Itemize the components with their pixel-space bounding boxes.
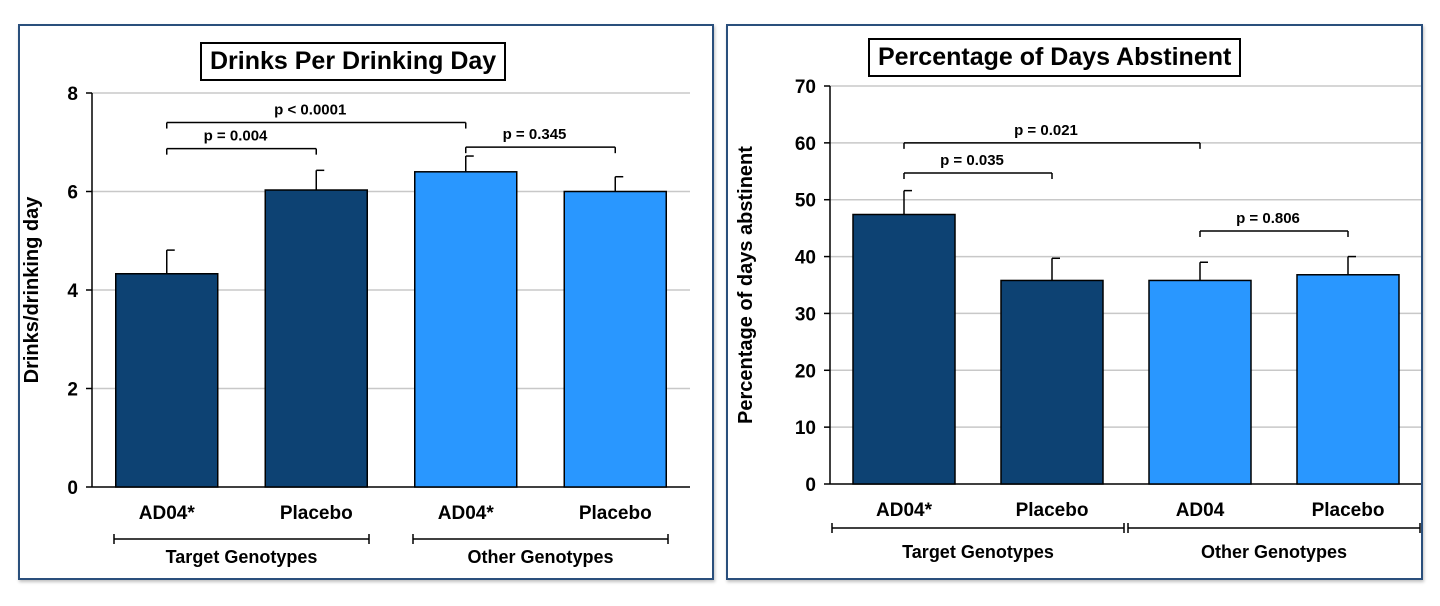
x-category-label: Placebo bbox=[579, 503, 652, 524]
group-label: Other Genotypes bbox=[1201, 542, 1347, 562]
bar-1 bbox=[115, 272, 219, 488]
p-value-label: p = 0.806 bbox=[1236, 210, 1300, 227]
x-category-label: AD04* bbox=[876, 500, 933, 521]
p-value-label: p = 0.035 bbox=[940, 152, 1004, 169]
p-value-label: p = 0.021 bbox=[1014, 122, 1078, 139]
bar-4 bbox=[563, 190, 667, 488]
bar-3 bbox=[414, 171, 518, 488]
abstinent-chart-title: Percentage of Days Abstinent bbox=[868, 38, 1242, 77]
x-category-label: AD04* bbox=[139, 503, 196, 524]
bar-1 bbox=[852, 213, 956, 485]
drinks-per-day-chart-panel: Drinks Per Drinking Day 0 2 4 6 8 Drinks/drin… bbox=[18, 24, 714, 580]
x-category-label: Placebo bbox=[1312, 500, 1385, 521]
group-label: Target Genotypes bbox=[902, 542, 1054, 562]
y-tick-label: 2 bbox=[67, 380, 78, 401]
drinks-per-day-chart: 0 2 4 6 8 Drinks/drinking day AD04* Placebo AD04… bbox=[21, 84, 690, 567]
y-tick-label: 8 bbox=[67, 84, 78, 105]
y-tick-label: 10 bbox=[795, 418, 816, 439]
group-label: Target Genotypes bbox=[166, 547, 318, 567]
y-tick-label: 0 bbox=[67, 478, 78, 499]
y-tick-label: 70 bbox=[795, 77, 816, 98]
x-category-label: Placebo bbox=[280, 503, 353, 524]
y-tick-label: 30 bbox=[795, 304, 816, 325]
y-tick-label: 50 bbox=[795, 191, 816, 212]
y-axis-label: Percentage of days abstinent bbox=[735, 146, 757, 424]
bar-2 bbox=[264, 189, 368, 488]
group-label: Other Genotypes bbox=[467, 547, 613, 567]
x-category-label: Placebo bbox=[1016, 500, 1089, 521]
y-axis-label: Drinks/drinking day bbox=[21, 196, 43, 384]
p-value-label: p = 0.004 bbox=[204, 128, 268, 145]
y-tick-label: 4 bbox=[67, 281, 78, 302]
y-tick-label: 60 bbox=[795, 134, 816, 155]
p-value-label: p < 0.0001 bbox=[274, 102, 346, 119]
x-category-label: AD04* bbox=[438, 503, 495, 524]
bar-3 bbox=[1148, 279, 1252, 485]
y-tick-label: 40 bbox=[795, 248, 816, 269]
p-value-label: p = 0.345 bbox=[503, 126, 567, 143]
y-tick-label: 6 bbox=[67, 183, 78, 204]
bar-4 bbox=[1296, 274, 1400, 485]
days-abstinent-chart-panel: Percentage of Days Abstinent 0 10 20 30 40 50… bbox=[726, 24, 1423, 580]
y-tick-label: 20 bbox=[795, 361, 816, 382]
days-abstinent-chart: 0 10 20 30 40 50 60 70 Percentage of days abstin… bbox=[735, 77, 1421, 562]
drinks-chart-title: Drinks Per Drinking Day bbox=[200, 42, 507, 81]
x-category-label: AD04 bbox=[1176, 500, 1225, 521]
bar-2 bbox=[1000, 279, 1104, 485]
y-tick-label: 0 bbox=[805, 475, 816, 496]
